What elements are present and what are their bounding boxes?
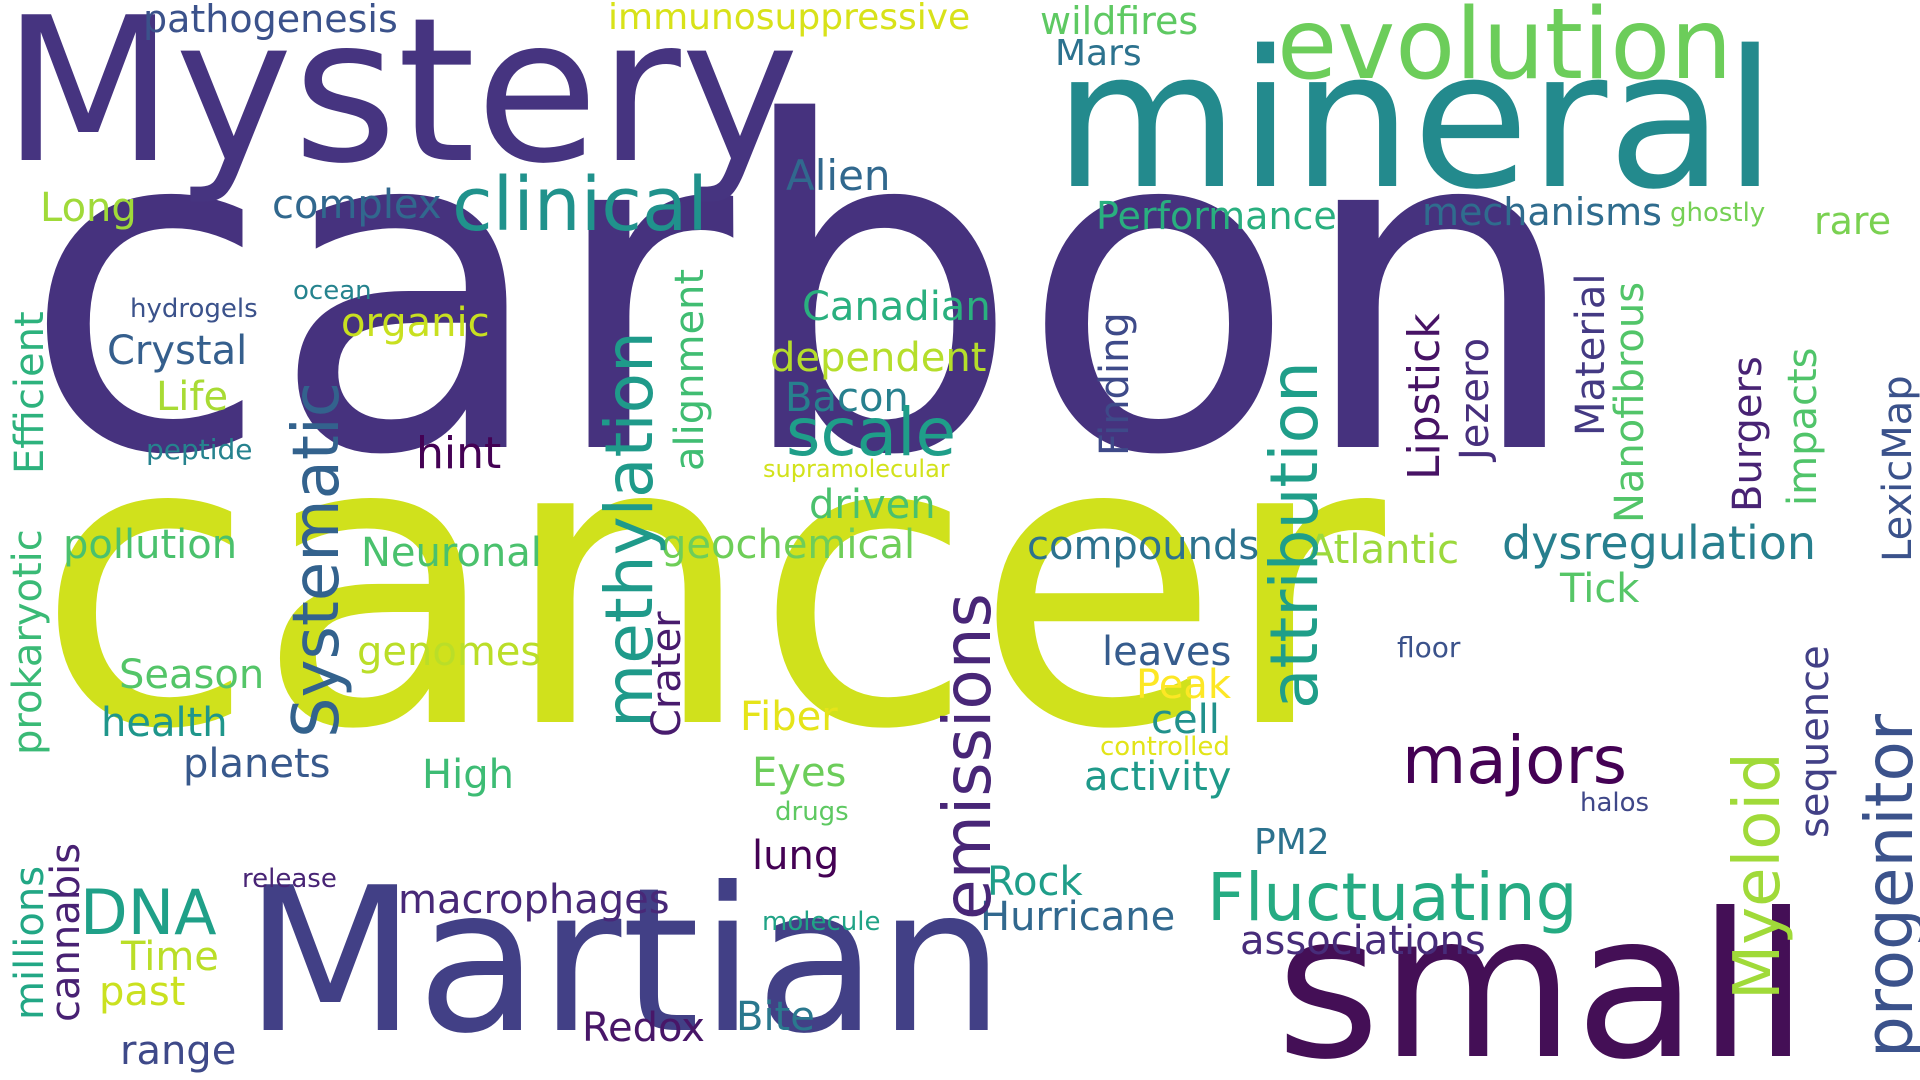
word-immunosuppressive: immunosuppressive — [608, 0, 971, 38]
word-pm2: PM2 — [1254, 822, 1330, 863]
word-long: Long — [40, 185, 137, 231]
word-range: range — [120, 1028, 237, 1074]
word-geochemical: geochemical — [661, 522, 916, 568]
word-emissions: emissions — [929, 593, 1006, 920]
word-leaves: leaves — [1102, 629, 1232, 675]
word-pathogenesis: pathogenesis — [143, 0, 398, 41]
word-myeloid: Myeloid — [1721, 752, 1795, 1000]
word-scale: scale — [786, 394, 957, 471]
word-rock: Rock — [987, 859, 1083, 905]
word-nanofibrous: Nanofibrous — [1607, 281, 1653, 523]
word-dysregulation: dysregulation — [1502, 516, 1817, 570]
word-mars: Mars — [1055, 33, 1142, 74]
word-fluctuating: Fluctuating — [1207, 859, 1578, 936]
word-mineral: mineral — [1054, 10, 1777, 231]
word-alignment: alignment — [667, 268, 713, 471]
word-neuronal: Neuronal — [361, 530, 542, 576]
word-clinical: clinical — [452, 162, 708, 248]
word-lexicmap: LexicMap — [1875, 375, 1920, 562]
word-past: past — [99, 969, 186, 1015]
word-controlled: controlled — [1100, 732, 1230, 762]
word-hint: hint — [416, 428, 502, 479]
word-drugs: drugs — [775, 797, 849, 827]
word-bite: Bite — [736, 994, 815, 1040]
word-complex: complex — [272, 182, 442, 228]
word-molecule: molecule — [762, 907, 881, 937]
word-time: Time — [121, 934, 219, 980]
word-sequence: sequence — [1792, 645, 1838, 838]
word-carbon: carbon — [22, 27, 1584, 554]
word-cannabis: cannabis — [43, 842, 89, 1022]
word-cell: cell — [1151, 697, 1220, 743]
word-wildfires: wildfires — [1040, 0, 1199, 43]
word-floor: floor — [1397, 631, 1461, 664]
word-efficient: Efficient — [7, 311, 53, 474]
word-performance: Performance — [1096, 194, 1337, 238]
word-alien: Alien — [786, 151, 891, 200]
word-martian: Martian — [244, 845, 1005, 1078]
word-planets: planets — [183, 741, 331, 787]
word-prokaryotic: prokaryotic — [5, 529, 51, 755]
word-tick: Tick — [1560, 566, 1640, 612]
word-lipstick: Lipstick — [1399, 313, 1450, 480]
word-release: release — [242, 864, 337, 894]
word-ocean: ocean — [293, 276, 372, 306]
word-mystery: Mystery — [2, 0, 800, 208]
word-material: Material — [1568, 273, 1614, 437]
word-halos: halos — [1580, 788, 1650, 818]
word-rare: rare — [1814, 199, 1892, 243]
word-small: small — [1276, 871, 1809, 1080]
word-supramolecular: supramolecular — [763, 455, 950, 483]
word-activity: activity — [1084, 754, 1232, 800]
word-pollution: pollution — [63, 522, 238, 568]
word-macrophages: macrophages — [398, 877, 670, 923]
word-majors: majors — [1402, 722, 1627, 799]
word-life: Life — [156, 374, 229, 420]
word-crystal: Crystal — [107, 328, 248, 374]
word-finding: Finding — [1092, 312, 1138, 456]
word-impacts: impacts — [1780, 347, 1826, 507]
word-jezero: Jezero — [1452, 337, 1498, 460]
word-dna: DNA — [80, 876, 217, 949]
word-hurricane: Hurricane — [980, 894, 1176, 940]
word-dependent: dependent — [770, 335, 987, 381]
word-bacon: Bacon — [785, 375, 909, 421]
word-atlantic: Atlantic — [1307, 527, 1460, 573]
word-season: Season — [119, 652, 265, 698]
word-attribution: attribution — [1256, 361, 1333, 709]
word-peak: Peak — [1136, 662, 1231, 708]
word-associations: associations — [1240, 918, 1486, 964]
word-crater: Crater — [644, 611, 690, 737]
word-progenitor: progenitor — [1851, 713, 1920, 1058]
word-compounds: compounds — [1027, 523, 1260, 569]
word-fiber: Fiber — [740, 694, 838, 740]
word-hydrogels: hydrogels — [130, 294, 258, 324]
word-organic: organic — [341, 300, 490, 346]
word-driven: driven — [809, 482, 936, 528]
word-cancer: cancer — [36, 352, 1386, 817]
word-ghostly: ghostly — [1670, 198, 1766, 228]
word-eyes: Eyes — [752, 750, 847, 796]
word-burgers: Burgers — [1725, 356, 1771, 512]
word-health: health — [101, 700, 228, 746]
word-genomes: genomes — [357, 629, 542, 675]
word-evolution: evolution — [1277, 0, 1733, 102]
word-systematic: Systematic — [280, 382, 354, 738]
word-mechanisms: mechanisms — [1422, 190, 1662, 234]
word-peptide: peptide — [146, 433, 253, 466]
word-lung: lung — [752, 833, 840, 879]
word-canadian: Canadian — [802, 284, 991, 330]
word-high: High — [422, 752, 514, 798]
word-redox: Redox — [582, 1005, 705, 1051]
